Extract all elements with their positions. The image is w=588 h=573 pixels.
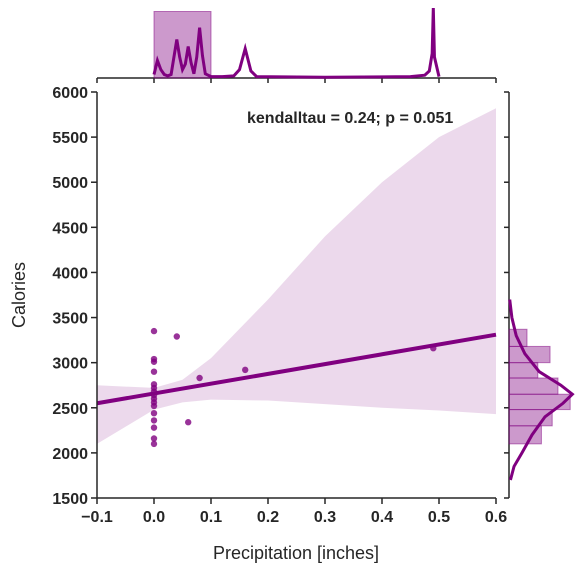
y-tick-label: 5500 (52, 130, 88, 147)
data-point (185, 419, 192, 426)
data-point (150, 440, 158, 448)
y-axis-ticks: 1500 2000 2500 3000 3500 4000 4500 5000 5500 6000 (52, 85, 97, 508)
y-tick-label: 6000 (52, 85, 88, 102)
y-axis-label: Calories (9, 262, 29, 328)
confidence-band (97, 108, 496, 444)
y-tick-label: 1500 (52, 491, 88, 508)
y-tick-label: 3000 (52, 356, 88, 373)
main-axes (96, 92, 496, 499)
data-point (150, 358, 158, 365)
data-point (150, 409, 158, 417)
regression-line (96, 332, 497, 406)
data-point (150, 424, 158, 431)
confidence-band-area (97, 108, 496, 444)
x-axis-ticks: −0.1 0.0 0.1 0.2 0.3 0.4 0.5 0.6 (81, 498, 507, 526)
x-tick-label: 0.3 (314, 509, 336, 526)
right-marginal-plot (504, 91, 575, 499)
x-axis-label: Precipitation [inches] (213, 543, 379, 563)
x-tick-label: 0.1 (200, 509, 222, 526)
x-tick-label: 0.2 (257, 509, 279, 526)
top-kde-curve (152, 7, 441, 79)
regression-line-group (96, 332, 497, 406)
y-tick-label: 2500 (52, 401, 88, 418)
scatter-points (150, 327, 437, 448)
annotation: kendalltau = 0.24; p = 0.051 (247, 110, 453, 127)
right-histogram-bar (508, 345, 551, 364)
data-point (196, 374, 203, 382)
x-tick-label: 0.6 (485, 509, 507, 526)
data-point (242, 366, 249, 374)
x-tick-label: 0.5 (428, 509, 450, 526)
top-marginal-plot (96, 7, 497, 83)
x-tick-label: 0.0 (143, 509, 165, 526)
data-point (150, 368, 158, 375)
right-histogram-bar (508, 393, 571, 411)
y-tick-label: 3500 (52, 311, 88, 328)
data-point (173, 333, 180, 340)
data-point (150, 327, 158, 335)
data-point (150, 402, 158, 410)
x-tick-label: 0.4 (371, 509, 393, 526)
y-tick-label: 2000 (52, 446, 88, 463)
right-kde-curve (508, 299, 575, 481)
data-point (150, 417, 158, 424)
y-tick-label: 4500 (52, 220, 88, 237)
y-tick-label: 4000 (52, 265, 88, 282)
data-point (150, 435, 158, 442)
y-tick-label: 5000 (52, 175, 88, 192)
x-tick-label: −0.1 (81, 509, 113, 526)
